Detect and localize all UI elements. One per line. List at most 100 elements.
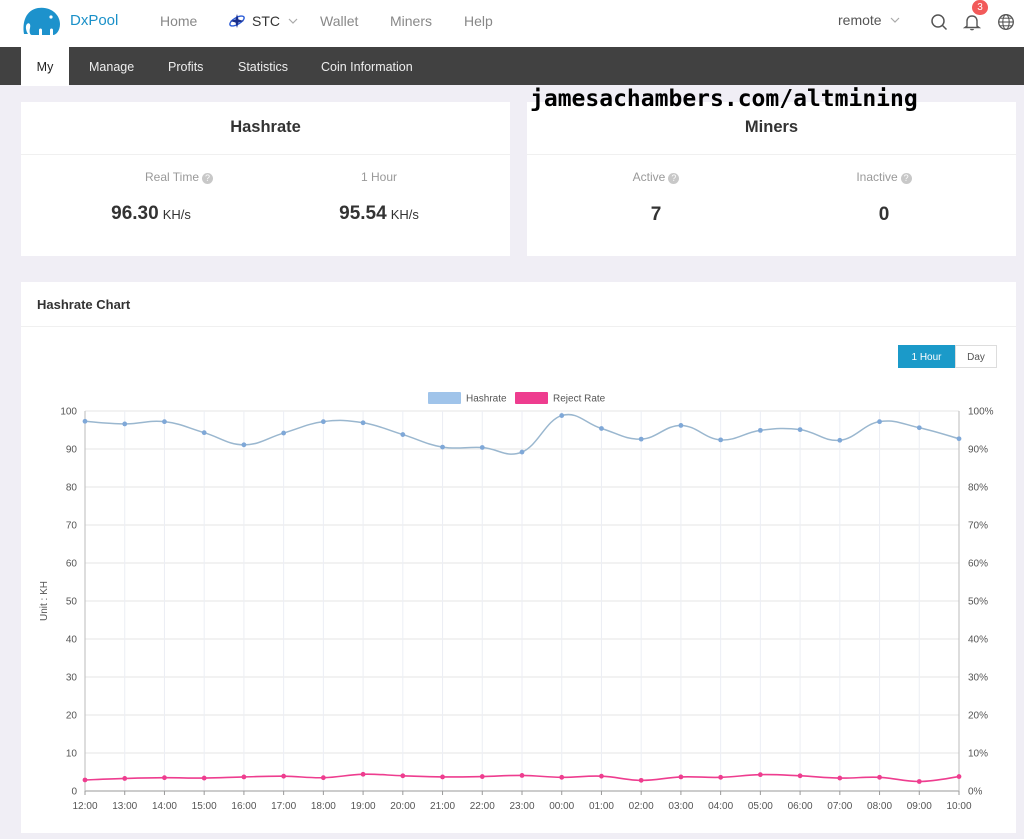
- active-miners-count[interactable]: 7: [650, 204, 662, 225]
- reject-rate-point: [400, 773, 406, 779]
- y2-tick-label: 40%: [968, 635, 988, 646]
- hashrate-point: [82, 418, 88, 424]
- y-tick-label: 100: [60, 407, 77, 418]
- hashrate-point: [479, 445, 485, 450]
- hashrate-card: Hashrate Real Time? 96.30 KH/s 1 Hour 95.…: [21, 102, 510, 256]
- hashrate-point: [916, 425, 922, 431]
- search-icon[interactable]: [930, 13, 948, 31]
- reject-rate-point: [956, 774, 962, 779]
- reject-rate-point: [837, 775, 843, 781]
- x-tick-label: 06:00: [788, 801, 813, 812]
- x-tick-label: 02:00: [629, 801, 654, 812]
- nav-wallet[interactable]: Wallet: [320, 13, 359, 29]
- legend-swatch: [515, 392, 548, 404]
- reject-rate-point: [797, 773, 803, 779]
- hashrate-line: [84, 413, 960, 455]
- coin-name: STC: [252, 13, 280, 29]
- reject-rate-point: [241, 774, 247, 780]
- hashrate-point: [360, 420, 366, 426]
- reject-rate-point: [638, 777, 644, 783]
- y-tick-label: 80: [66, 483, 78, 494]
- brand-name[interactable]: DxPool: [70, 12, 119, 29]
- reject-rate-point: [122, 776, 128, 781]
- hashrate-point: [519, 449, 525, 455]
- coin-selector[interactable]: STC: [228, 11, 298, 31]
- x-tick-label: 22:00: [470, 801, 495, 812]
- nav-miners[interactable]: Miners: [390, 13, 433, 29]
- reject-rate-point: [281, 773, 287, 779]
- reject-rate-point: [559, 774, 565, 780]
- x-tick-label: 13:00: [112, 801, 137, 812]
- divider: [21, 154, 510, 155]
- user-selector[interactable]: remote: [838, 12, 900, 28]
- reject-rate-point: [479, 774, 485, 779]
- help-icon[interactable]: ?: [202, 173, 214, 184]
- y-tick-label: 0: [71, 787, 77, 798]
- hour-hashrate: 95.54 KH/s: [339, 203, 419, 224]
- hashrate-point: [638, 436, 644, 442]
- hashrate-point: [281, 430, 287, 436]
- tab-manage[interactable]: Manage: [89, 60, 135, 74]
- reject-rate-point: [678, 774, 684, 780]
- y2-tick-label: 60%: [968, 559, 988, 570]
- y2-tick-label: 30%: [968, 673, 988, 684]
- bell-icon[interactable]: [963, 13, 981, 31]
- reject-rate-point: [599, 773, 604, 779]
- hashrate-card-title: Hashrate: [230, 118, 301, 136]
- chart-title: Hashrate Chart: [37, 297, 131, 312]
- hashrate-point: [320, 419, 326, 425]
- realtime-label: Real Time?: [99, 170, 259, 184]
- y2-tick-label: 90%: [968, 445, 988, 456]
- active-label: Active?: [576, 170, 736, 184]
- user-name: remote: [838, 12, 882, 28]
- y2-tick-label: 10%: [968, 749, 988, 760]
- sub-navbar: My Manage Profits Statistics Coin Inform…: [0, 47, 1024, 86]
- x-tick-label: 19:00: [351, 801, 376, 812]
- help-icon[interactable]: ?: [900, 173, 912, 184]
- range-day-button[interactable]: Day: [955, 345, 997, 368]
- tab-profits[interactable]: Profits: [168, 60, 204, 74]
- inactive-miners-count[interactable]: 0: [878, 204, 890, 225]
- y-tick-label: 90: [66, 445, 78, 456]
- nav-home[interactable]: Home: [160, 13, 198, 29]
- reject-rate-point: [162, 775, 167, 781]
- x-tick-label: 18:00: [311, 801, 336, 812]
- y2-tick-label: 100%: [968, 407, 994, 418]
- reject-rate-point: [718, 774, 724, 780]
- miners-card: Miners Active? 7 Inactive? 0: [527, 102, 1016, 256]
- x-tick-label: 03:00: [668, 801, 693, 812]
- nav-help[interactable]: Help: [464, 13, 493, 29]
- hashrate-point: [201, 430, 207, 436]
- tab-statistics[interactable]: Statistics: [238, 60, 289, 74]
- watermark-text: jamesachambers.com/altmining: [530, 86, 918, 112]
- tab-my[interactable]: My: [21, 47, 69, 86]
- coin-logo-icon: [229, 14, 245, 28]
- reject-rate-point: [519, 773, 525, 778]
- y-tick-label: 70: [66, 521, 78, 532]
- range-1-hour-button[interactable]: 1 Hour: [898, 345, 955, 368]
- x-tick-label: 04:00: [708, 801, 733, 812]
- y-tick-label: 60: [66, 559, 78, 570]
- x-tick-label: 15:00: [192, 801, 217, 812]
- y2-tick-label: 50%: [968, 597, 988, 608]
- y-tick-label: 40: [66, 635, 78, 646]
- hashrate-chart-panel: Hashrate Chart 1 Hour Day Hashrate Reject…: [21, 282, 1016, 833]
- globe-icon[interactable]: [997, 13, 1015, 31]
- hashrate-point: [162, 419, 167, 425]
- help-icon[interactable]: ?: [668, 173, 680, 184]
- hashrate-chart: Hashrate Reject Rate 0 10 20 30 40 50 60 70 80 90 1…: [39, 392, 994, 812]
- x-tick-label: 12:00: [72, 801, 97, 812]
- y-axis-label: Unit : KH: [39, 581, 50, 621]
- top-navbar: DxPool Home STC Wallet Miners Help remot…: [0, 0, 1024, 47]
- hashrate-point: [599, 426, 604, 431]
- hashrate-point: [837, 437, 843, 443]
- tab-coin-information[interactable]: Coin Information: [321, 60, 413, 74]
- legend-label: Reject Rate: [553, 394, 606, 405]
- reject-rate-point: [320, 775, 326, 781]
- hashrate-point: [440, 444, 445, 450]
- y2-tick-label: 70%: [968, 521, 988, 532]
- x-tick-label: 17:00: [271, 801, 296, 812]
- x-tick-label: 09:00: [907, 801, 932, 812]
- logo-elephant-icon[interactable]: [20, 4, 62, 38]
- x-tick-label: 10:00: [946, 801, 971, 812]
